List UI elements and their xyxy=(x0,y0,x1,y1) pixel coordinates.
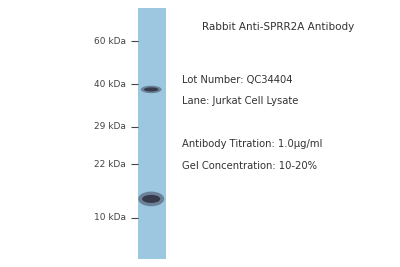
Text: 40 kDa: 40 kDa xyxy=(94,80,126,89)
Text: Antibody Titration: 1.0µg/ml: Antibody Titration: 1.0µg/ml xyxy=(182,139,322,149)
Ellipse shape xyxy=(138,192,164,206)
Ellipse shape xyxy=(141,86,162,93)
Text: Rabbit Anti-SPRR2A Antibody: Rabbit Anti-SPRR2A Antibody xyxy=(202,22,354,32)
Ellipse shape xyxy=(142,195,160,203)
Text: Lane: Jurkat Cell Lysate: Lane: Jurkat Cell Lysate xyxy=(182,96,298,107)
Ellipse shape xyxy=(144,87,158,92)
Text: 29 kDa: 29 kDa xyxy=(94,122,126,131)
Text: Gel Concentration: 10-20%: Gel Concentration: 10-20% xyxy=(182,160,317,171)
Text: 22 kDa: 22 kDa xyxy=(94,160,126,169)
Bar xyxy=(138,8,166,259)
Text: Lot Number: QC34404: Lot Number: QC34404 xyxy=(182,75,292,85)
Text: 10 kDa: 10 kDa xyxy=(94,213,126,222)
Text: 60 kDa: 60 kDa xyxy=(94,37,126,46)
